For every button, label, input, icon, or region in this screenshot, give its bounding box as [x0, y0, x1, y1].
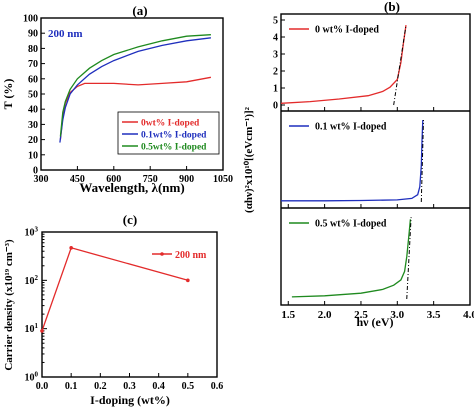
panel-a-annotation: 200 nm [48, 28, 83, 40]
a-xtick-label: 300 [34, 174, 49, 185]
a-ytick-label: 40 [28, 105, 38, 116]
b-ytick-label: 2 [273, 67, 278, 78]
a-xtick-label: 750 [143, 174, 158, 185]
c-point [186, 278, 190, 283]
a-ytick-label: 90 [28, 29, 38, 40]
b-series-line-1 [281, 119, 424, 202]
a-legend-box [117, 111, 220, 155]
a-legend-label-1: 0.1wt% I-doped [141, 131, 207, 141]
a-series-line-1 [59, 37, 211, 143]
panel-b-frame [280, 13, 471, 306]
a-legend-label-0: 0wt% I-doped [141, 119, 200, 129]
a-xtick-label: 600 [106, 174, 121, 185]
panel-c-legend: 200 nm [152, 250, 207, 261]
a-ytick-label: 30 [28, 120, 38, 131]
a-xtick-label: 450 [70, 174, 85, 185]
panel-a-legend: 0wt% I-doped 0.1wt% I-doped 0.5wt% I-doped [117, 111, 220, 155]
c-xtick-label: 0.5 [182, 381, 195, 392]
a-ytick-label: 50 [28, 90, 38, 101]
c-legend-marker [160, 252, 164, 256]
panel-b-xlabel: hν (eV) [356, 315, 393, 329]
b-series-line-2 [291, 219, 412, 298]
b-ytick-label: 3 [273, 50, 278, 61]
b-ytick-label: 0 [273, 101, 278, 112]
panel-a: (a) 300 450 600 750 900 1050 0 10 20 30 40 50 60 70 80… [1, 3, 233, 195]
panel-c-ylabel: Carrier density (x10¹⁹ cm⁻³) [3, 239, 15, 371]
b-ytick-label: 5 [273, 16, 278, 27]
b-legend-label-0: 0 wt% I-doped [315, 25, 379, 36]
b-ytick-label: 1 [273, 84, 278, 95]
panel-a-series [59, 34, 212, 143]
c-legend-label: 200 nm [175, 250, 207, 261]
a-legend-label-2: 0.5wt% I-doped [141, 143, 207, 153]
c-series-line-0 [41, 247, 188, 332]
panel-c-series [40, 246, 190, 333]
panel-b-subplots: 0 1 2 3 4 5 0 wt% I-doped 0.1 wt% I-doped 0.5 wt… [273, 16, 474, 322]
c-point [40, 329, 44, 333]
a-ytick-label: 10 [28, 150, 38, 161]
panel-b-ylabel: (αhν)²x10¹⁰[(eVcm⁻¹)]² [243, 106, 255, 213]
a-ytick-label: 60 [28, 74, 38, 85]
a-ytick-label: 80 [28, 44, 38, 55]
c-xtick-label: 0.6 [211, 381, 224, 392]
panel-a-ticks: 300 450 600 750 900 1050 0 10 20 30 40 50 60 70 80 90 10… [23, 14, 233, 186]
b-xtick-label: 3.0 [390, 309, 404, 321]
a-ytick-label: 70 [28, 59, 38, 70]
b-ytick-label: 4 [273, 33, 278, 44]
a-ytick-label: 0 [33, 166, 38, 177]
a-xtick-label: 1050 [213, 174, 233, 185]
panel-c-xlabel: I-doping (wt%) [90, 393, 170, 407]
c-xtick-label: 0.0 [36, 381, 49, 392]
panel-a-label: (a) [132, 3, 147, 18]
panel-a-xlabel: Wavelength, λ(nm) [79, 180, 184, 195]
b-legend-label-2: 0.5 wt% I-doped [315, 219, 387, 230]
c-xtick-label: 0.1 [65, 381, 78, 392]
b-xtick-label: 2.5 [354, 309, 368, 321]
b-xtick-label: 4.0 [463, 309, 474, 321]
c-ytick-label: 101 [25, 322, 39, 335]
c-xtick-label: 0.4 [152, 381, 165, 392]
panel-b: (b) 0 1 2 3 4 5 0 wt% I-doped 0.1 wt% I-doped 0.… [243, 0, 474, 329]
a-series-line-2 [59, 34, 211, 137]
panel-c-label: (c) [123, 212, 137, 227]
b-xtick-label: 1.5 [281, 309, 295, 321]
a-xtick-label: 900 [179, 174, 194, 185]
b-xtick-label: 2.0 [318, 309, 332, 321]
c-ytick-label: 102 [25, 274, 39, 287]
c-xtick-label: 0.3 [123, 381, 136, 392]
c-xtick-label: 0.2 [94, 381, 107, 392]
panel-b-label: (b) [384, 0, 400, 14]
b-series-line-0 [280, 25, 407, 104]
c-point [69, 246, 73, 250]
a-ytick-label: 20 [28, 135, 38, 146]
a-ytick-label: 100 [23, 14, 38, 25]
c-ytick-label: 103 [25, 226, 39, 239]
b-legend-label-1: 0.1 wt% I-doped [315, 122, 387, 133]
panel-a-ylabel: T (%) [1, 79, 15, 110]
b-xtick-label: 3.5 [427, 309, 441, 321]
